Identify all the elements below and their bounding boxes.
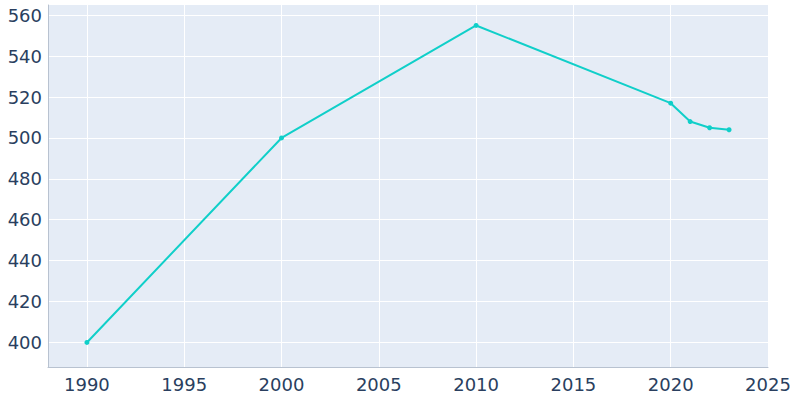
svg-text:420: 420: [8, 291, 42, 312]
svg-text:480: 480: [8, 168, 42, 189]
svg-text:2025: 2025: [745, 374, 791, 395]
svg-text:560: 560: [8, 5, 42, 26]
svg-text:400: 400: [8, 332, 42, 353]
svg-text:440: 440: [8, 250, 42, 271]
svg-text:2000: 2000: [259, 374, 305, 395]
svg-text:2020: 2020: [648, 374, 694, 395]
svg-text:1995: 1995: [161, 374, 207, 395]
svg-text:2015: 2015: [550, 374, 596, 395]
svg-text:520: 520: [8, 87, 42, 108]
svg-text:2010: 2010: [453, 374, 499, 395]
svg-text:1990: 1990: [64, 374, 110, 395]
svg-text:500: 500: [8, 127, 42, 148]
svg-text:2005: 2005: [356, 374, 402, 395]
svg-text:540: 540: [8, 46, 42, 67]
svg-text:460: 460: [8, 209, 42, 230]
